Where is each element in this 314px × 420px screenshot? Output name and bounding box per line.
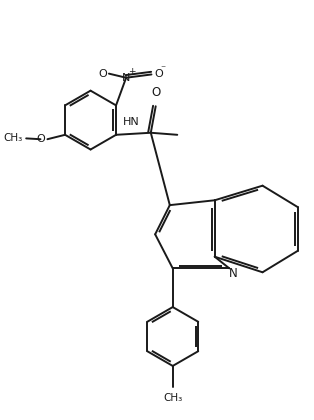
Text: CH₃: CH₃	[163, 393, 182, 403]
Text: N: N	[229, 267, 238, 280]
Text: N: N	[122, 73, 130, 83]
Text: CH₃: CH₃	[4, 134, 23, 143]
Text: O: O	[151, 86, 160, 99]
Text: HN: HN	[123, 117, 140, 127]
Text: O: O	[154, 69, 163, 79]
Text: +: +	[128, 67, 135, 76]
Text: O: O	[98, 68, 107, 79]
Text: ⁻: ⁻	[160, 65, 165, 75]
Text: O: O	[37, 134, 46, 144]
